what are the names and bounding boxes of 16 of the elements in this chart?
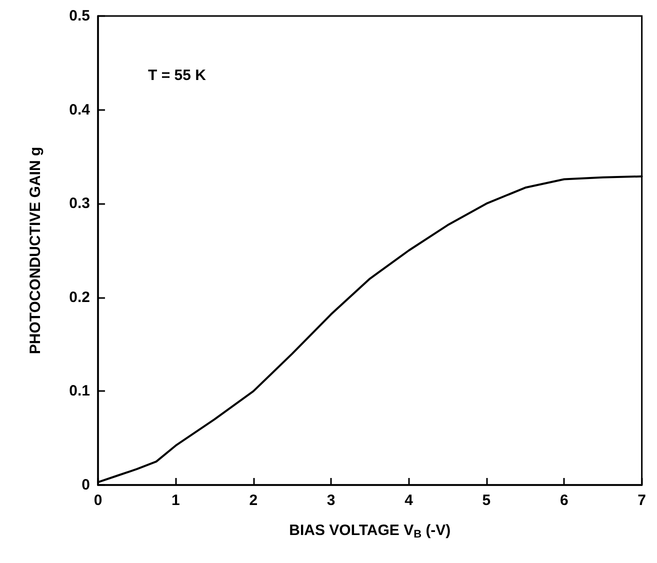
x-tick-label: 6 (560, 492, 568, 509)
x-tick-label: 5 (482, 492, 491, 509)
x-tick-label: 4 (404, 492, 414, 509)
y-tick-label: 0 (82, 476, 90, 494)
x-tick-label: 1 (172, 492, 180, 509)
x-tick-label: 0 (94, 492, 102, 509)
y-tick-label: 0.1 (69, 382, 90, 400)
y-tick-label: 0.5 (69, 8, 90, 24)
y-tick-label: 0.2 (69, 288, 90, 306)
y-tick-label: 0.3 (69, 195, 90, 212)
x-tick-label: 2 (249, 492, 258, 509)
x-tick-label: 3 (326, 492, 336, 509)
y-tick-label: 0.4 (69, 101, 91, 118)
y-axis-title: PHOTOCONDUCTIVE GAIN g (27, 146, 44, 354)
x-tick-label: 7 (638, 492, 646, 509)
annotation: T = 55 K (148, 67, 206, 84)
